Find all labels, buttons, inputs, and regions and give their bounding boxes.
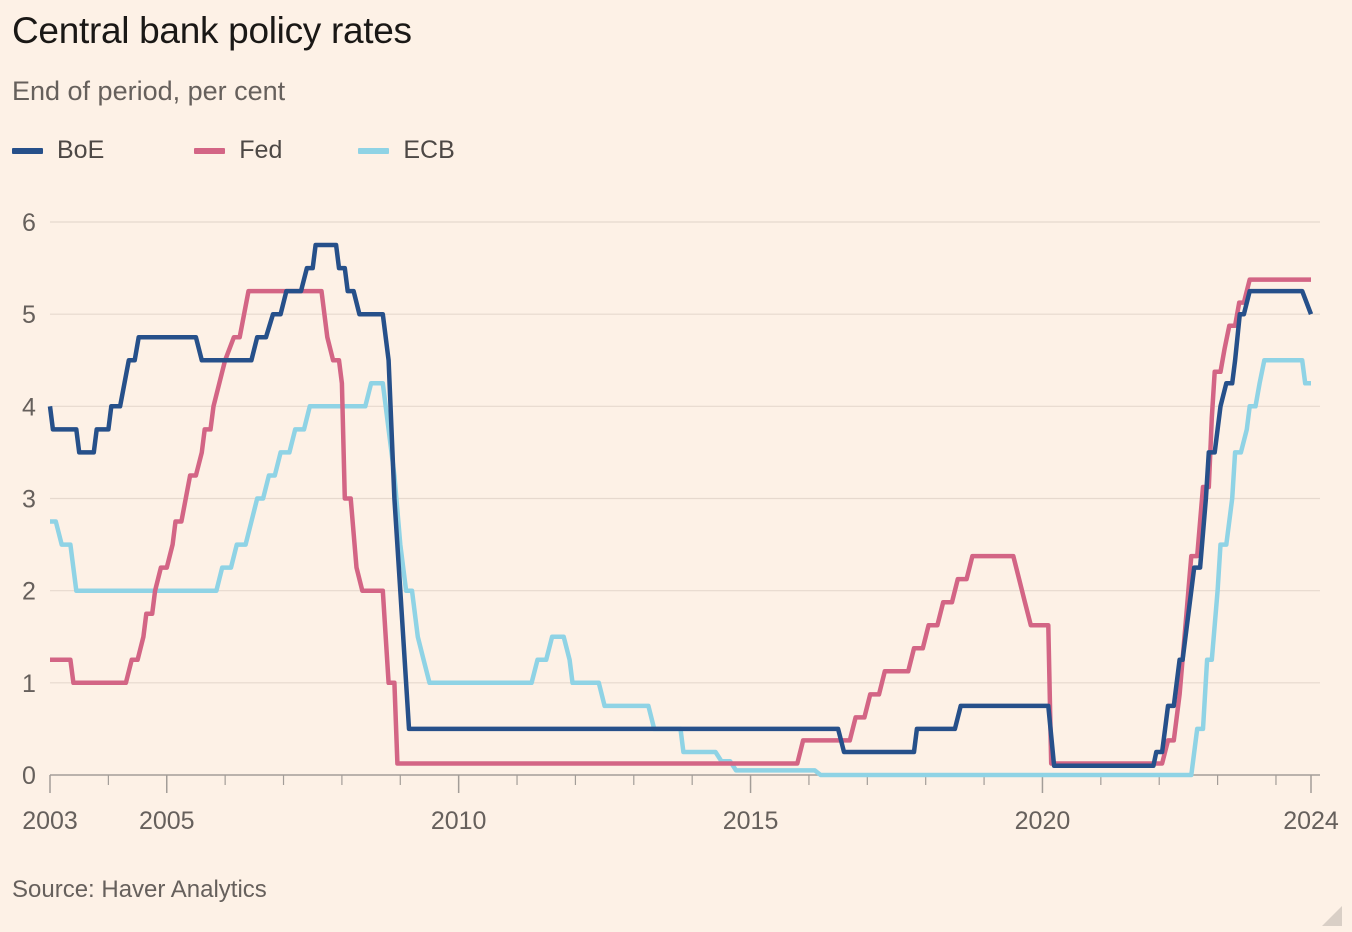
source-note: Source: Haver Analytics xyxy=(12,876,267,903)
x-tick-label: 2015 xyxy=(723,807,779,835)
x-tick-label: 2024 xyxy=(1283,807,1339,835)
y-tick-label: 2 xyxy=(22,578,36,606)
legend-item-fed: Fed xyxy=(194,136,282,165)
resize-corner-icon xyxy=(1322,906,1342,926)
series-line-ecb xyxy=(50,358,1311,778)
legend-label-ecb: ECB xyxy=(403,136,455,164)
legend-label-boe: BoE xyxy=(57,136,105,164)
x-tick-label: 2010 xyxy=(431,807,487,835)
legend-swatch-fed xyxy=(194,147,226,154)
y-tick-label: 6 xyxy=(22,209,36,237)
chart-title: Central bank policy rates xyxy=(12,10,412,51)
y-tick-label: 0 xyxy=(22,762,36,790)
x-tick-label: 2020 xyxy=(1015,807,1071,835)
legend-swatch-ecb xyxy=(358,147,390,154)
legend: BoE Fed ECB xyxy=(12,136,495,165)
x-tick-label: 2003 xyxy=(22,807,78,835)
y-tick-label: 4 xyxy=(22,393,36,421)
y-tick-label: 1 xyxy=(22,670,36,698)
series-line-boe xyxy=(47,242,1314,769)
chart-subtitle: End of period, per cent xyxy=(12,76,286,106)
y-tick-label: 5 xyxy=(22,301,36,329)
legend-swatch-boe xyxy=(12,147,43,154)
x-tick-label: 2005 xyxy=(139,807,195,835)
y-tick-label: 3 xyxy=(22,486,36,514)
legend-item-boe: BoE xyxy=(12,136,104,165)
legend-item-ecb: ECB xyxy=(358,136,455,165)
legend-label-fed: Fed xyxy=(239,136,283,164)
series-line-fed xyxy=(50,277,1311,766)
